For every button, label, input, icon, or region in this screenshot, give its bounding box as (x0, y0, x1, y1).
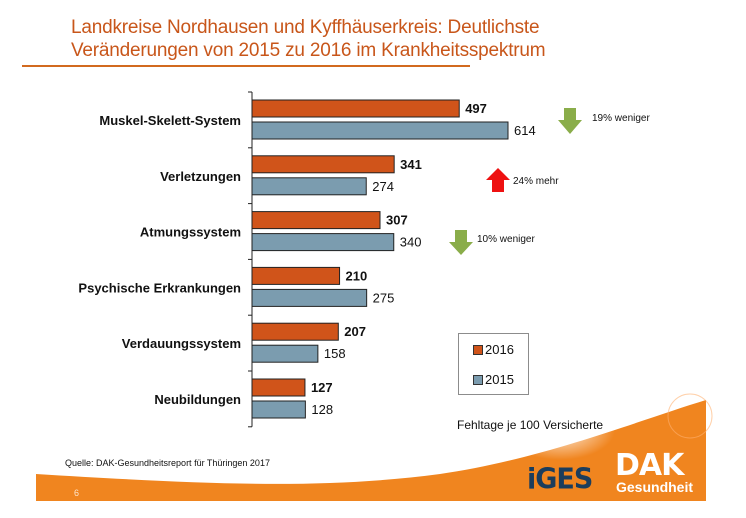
dak-logo-subtext: Gesundheit (616, 479, 694, 495)
category-label: Atmungssystem (140, 225, 241, 240)
category-label: Muskel-Skelett-System (99, 113, 241, 128)
dak-logo-text: DAK (615, 448, 684, 483)
dak-logo: DAK Gesundheit (615, 448, 694, 495)
value-label-2016: 127 (311, 380, 333, 395)
footer-glow (505, 400, 615, 460)
iges-logo: iGES (527, 463, 593, 496)
value-label-2016: 207 (344, 324, 366, 339)
category-label: Neubildungen (154, 392, 241, 407)
legend-swatch-2015 (473, 374, 483, 385)
legend-item-2016: 2016 (473, 342, 514, 357)
value-label-2015: 340 (400, 235, 422, 250)
value-label-2016: 210 (346, 268, 368, 283)
legend-label-2016: 2016 (485, 342, 514, 357)
value-label-2015: 158 (324, 346, 346, 361)
legend-swatch-2016 (473, 344, 483, 355)
value-label-2015: 128 (311, 402, 333, 417)
value-label-2016: 497 (465, 101, 487, 116)
category-label: Verletzungen (160, 169, 241, 184)
title-divider (22, 65, 470, 67)
page-title: Landkreise Nordhausen und Kyffhäuserkrei… (71, 16, 546, 62)
annotation-atmung: 10% weniger (477, 234, 535, 245)
chart-legend: 2016 2015 (458, 333, 529, 395)
title-line-1: Landkreise Nordhausen und Kyffhäuserkrei… (71, 17, 540, 38)
x-axis-unit-label: Fehltage je 100 Versicherte (457, 418, 604, 432)
footer-band (36, 400, 706, 501)
value-label-2015: 275 (373, 290, 395, 305)
legend-item-2015: 2015 (473, 372, 514, 387)
source-note: Quelle: DAK-Gesundheitsreport für Thürin… (65, 458, 270, 468)
page-number: 6 (74, 488, 80, 498)
legend-label-2015: 2015 (485, 372, 514, 387)
value-label-2016: 341 (400, 157, 422, 172)
value-label-2015: 274 (372, 179, 394, 194)
value-label-2016: 307 (386, 213, 408, 228)
arrow-up-icon (486, 168, 510, 192)
title-line-2: Veränderungen von 2015 zu 2016 im Krankh… (71, 40, 546, 61)
category-label: Psychische Erkrankungen (78, 280, 241, 295)
arrow-down-icon (558, 108, 582, 134)
annotation-verletzungen: 24% mehr (513, 176, 559, 187)
category-label: Verdauungssystem (122, 336, 241, 351)
value-label-2015: 614 (514, 123, 536, 138)
annotation-muskel: 19% weniger (592, 113, 650, 124)
footer-ring (667, 393, 713, 439)
arrow-down-icon (449, 230, 473, 255)
